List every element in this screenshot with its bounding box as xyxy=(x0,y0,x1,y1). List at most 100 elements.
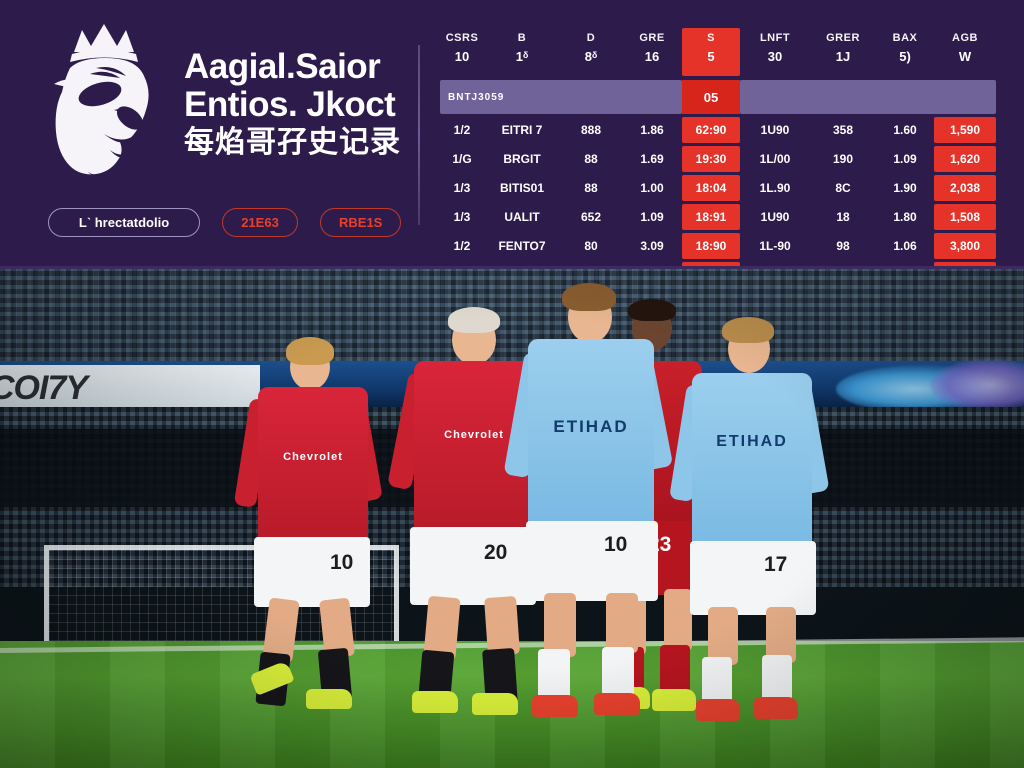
table-cell-c8: 2,038 xyxy=(934,175,996,201)
summary-label-segment: BNTJ3059 xyxy=(440,80,682,114)
summary-highlight-row[interactable]: BNTJ3059 05 xyxy=(440,80,996,114)
player-blue-right-hair xyxy=(722,317,774,343)
table-header-row: CSRS 10 B 1ᵟ D 8ᵟ GRE 16 S 5 xyxy=(440,28,996,76)
table-cell-c1: FENTO7 xyxy=(498,239,546,253)
player-blue-right-sponsor: ETIHAD xyxy=(716,433,788,450)
header-title-chinese: 每焰哥孖史记录 xyxy=(184,126,401,159)
table-cell-c3: 1.00 xyxy=(640,181,664,195)
pill-primary[interactable]: Lˋ hrectatdolio xyxy=(48,208,200,237)
player-blue-center-number: 10 xyxy=(604,533,628,556)
column-header-8[interactable]: AGB W xyxy=(952,32,978,64)
player-blue-center-shorts xyxy=(526,521,658,601)
table-cell-c3: 3.09 xyxy=(640,239,664,253)
player-red-left-shirt xyxy=(258,387,368,547)
header-title-line-1: Aagial.Saior xyxy=(184,47,381,86)
pill-tertiary[interactable]: RBE1S xyxy=(320,208,402,237)
column-header-1[interactable]: B 1ᵟ xyxy=(515,32,529,64)
player-red-back-boot-right xyxy=(652,689,696,711)
table-cell-c5: 1U90 xyxy=(760,123,790,137)
table-cell-c6: SC xyxy=(810,262,876,269)
table-cell-c6: 98 xyxy=(836,239,850,253)
table-cell-c0: 1/G xyxy=(452,152,472,166)
player-blue-center-boot-right xyxy=(594,693,640,715)
table-cell-c6: 358 xyxy=(832,123,854,137)
player-red-center-shorts xyxy=(410,527,536,605)
led-graphic-3 xyxy=(930,359,1024,411)
column-header-3[interactable]: GRE 16 xyxy=(639,32,665,64)
table-cell-c8: 1,508 xyxy=(934,204,996,230)
table-cell-c1: EITRI 7 xyxy=(501,123,543,137)
stats-table: CSRS 10 B 1ᵟ D 8ᵟ GRE 16 S 5 xyxy=(440,28,996,269)
table-cell-c4: 18:90 xyxy=(682,233,740,259)
column-header-2[interactable]: D 8ᵟ xyxy=(584,32,598,64)
table-cell-c2: 88 xyxy=(584,152,598,166)
stadium-upper-stand-texture xyxy=(0,269,1024,379)
table-cell-c5: 1L/00 xyxy=(759,152,791,166)
header-pill-group: Lˋ hrectatdolio 21E63 RBE1S xyxy=(48,208,402,237)
table-cell-c3: 1.69 xyxy=(640,152,664,166)
player-red-center-number: 20 xyxy=(484,541,508,564)
player-blue-center-hair xyxy=(562,283,616,311)
table-row[interactable]: 1/G BRGIT 88 1.69 19:30 1L/00 190 1.09 1,620 xyxy=(440,146,996,172)
table-cell-c7: 1.80 xyxy=(893,210,917,224)
table-cell-c3: 1.08 xyxy=(622,262,682,269)
table-cell-c0: 1/2 xyxy=(453,123,471,137)
table-row[interactable]: 1/6FIRNIT191.0814:911L.00SC1.292,908 xyxy=(440,262,996,269)
player-blue-center-leg-left xyxy=(544,593,576,657)
player-blue-center-boot-left xyxy=(532,695,578,717)
table-cell-c7: 1.29 xyxy=(876,262,934,269)
header-vertical-divider xyxy=(418,45,420,225)
advert-board-text: COI7Y xyxy=(0,369,88,407)
player-red-back-hair xyxy=(628,299,676,321)
table-cell-c2: 88 xyxy=(584,181,598,195)
player-blue-right-shorts xyxy=(690,541,816,615)
table-cell-c7: 1.06 xyxy=(893,239,917,253)
player-red-center-boot-left xyxy=(412,691,458,713)
table-cell-c6: 18 xyxy=(836,210,850,224)
pill-secondary[interactable]: 21E63 xyxy=(222,208,298,237)
stats-header-banner: Aagial.Saior Entios. Jkoct 每焰哥孖史记录 Lˋ hr… xyxy=(0,0,1024,269)
table-row[interactable]: 1/2 FENTO7 80 3.09 18:90 1L-90 98 1.06 3,800 xyxy=(440,233,996,259)
player-blue-right-number: 17 xyxy=(764,553,788,576)
column-header-6[interactable]: GRER 1J xyxy=(826,32,860,64)
table-cell-c7: 1.60 xyxy=(893,123,917,137)
column-header-7[interactable]: BAX 5) xyxy=(892,32,918,64)
player-blue-right-leg-left xyxy=(708,607,738,665)
player-red-left-shorts xyxy=(254,537,370,607)
stadium-upper-stand xyxy=(0,269,1024,379)
column-header-0[interactable]: CSRS 10 xyxy=(445,32,479,64)
table-cell-c0: 1/3 xyxy=(453,181,471,195)
column-header-4-highlighted[interactable]: S 5 xyxy=(682,28,740,76)
table-cell-c8: 1,620 xyxy=(934,146,996,172)
player-red-left-number: 10 xyxy=(330,551,354,574)
table-cell-c3: 1.86 xyxy=(640,123,664,137)
table-cell-c1: UALIT xyxy=(504,210,540,224)
player-red-center-hair xyxy=(448,307,500,333)
table-cell-c1: BRGIT xyxy=(503,152,541,166)
player-red-left-boot-right xyxy=(306,689,352,709)
table-cell-c2: 80 xyxy=(584,239,598,253)
match-photo: COI7Y Chevrolet 10 xyxy=(0,269,1024,768)
table-cell-c0: 1/3 xyxy=(453,210,471,224)
player-blue-right-boot-right xyxy=(754,697,798,719)
table-row[interactable]: 1/2 EITRI 7 888 1.86 62:90 1U90 358 1.60 1,590 xyxy=(440,117,996,143)
brand-block: Aagial.Saior Entios. Jkoct 每焰哥孖史记录 xyxy=(44,22,401,200)
table-body: 1/2 EITRI 7 888 1.86 62:90 1U90 358 1.60 1,590 1/… xyxy=(440,117,996,269)
table-cell-c5: 1L-90 xyxy=(759,239,791,253)
header-title-block: Aagial.Saior Entios. Jkoct 每焰哥孖史记录 xyxy=(184,22,401,161)
table-row[interactable]: 1/3 BITIS01 88 1.00 18:04 1L.90 8C 1.90 2,038 xyxy=(440,175,996,201)
table-cell-c4: 18:04 xyxy=(682,175,740,201)
summary-highlight-value: 05 xyxy=(682,80,740,114)
table-cell-c8: 3,800 xyxy=(934,233,996,259)
table-cell-c8: 1,590 xyxy=(934,117,996,143)
header-title-line-2: Entios. Jkoct xyxy=(184,85,396,124)
player-blue-right-shirt xyxy=(692,373,812,551)
table-cell-c0: 1/6 xyxy=(440,262,484,269)
table-row[interactable]: 1/3 UALIT 652 1.09 18:91 1U90 18 1.80 1,508 xyxy=(440,204,996,230)
table-cell-c2: 888 xyxy=(580,123,602,137)
table-cell-c6: 8C xyxy=(835,181,851,195)
player-red-center-sponsor: Chevrolet xyxy=(444,429,504,441)
column-header-5[interactable]: LNFT 30 xyxy=(759,32,791,64)
premier-league-lion-crown-logo xyxy=(54,24,149,179)
player-blue-center-sponsor: ETIHAD xyxy=(553,417,629,436)
